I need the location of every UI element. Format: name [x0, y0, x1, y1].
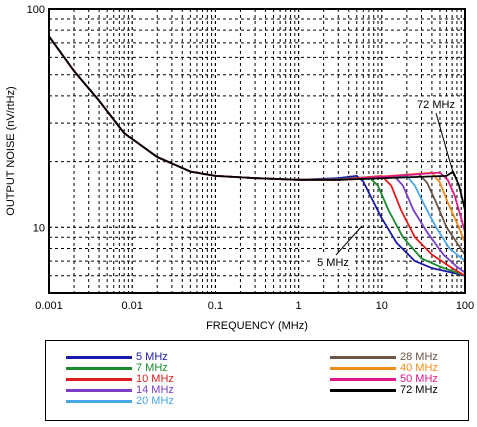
series-line-72-mhz	[48, 35, 466, 211]
legend-item: 7 MHz	[66, 363, 168, 374]
legend-swatch	[66, 356, 132, 359]
legend-swatch	[330, 389, 396, 392]
annotation-5mhz: 5 MHz	[317, 257, 349, 269]
y-tick-label: 100	[27, 4, 45, 16]
x-tick-label: 10	[376, 300, 388, 312]
legend-item: 5 MHz	[66, 352, 168, 363]
series-line-28-mhz	[48, 35, 466, 256]
series-line-10-mhz	[48, 35, 466, 277]
legend-item: 10 MHz	[66, 374, 174, 385]
y-axis-label: OUTPUT NOISE (nV/rtHz)	[5, 86, 17, 215]
series-line-5-mhz	[48, 35, 466, 277]
legend-item: 72 MHz	[330, 385, 438, 396]
legend-label: 20 MHz	[136, 395, 174, 407]
annotation-leader	[335, 225, 363, 256]
legend-label: 7 MHz	[136, 362, 168, 374]
legend-label: 72 MHz	[400, 384, 438, 396]
series-lines	[48, 35, 466, 277]
legend-swatch	[330, 367, 396, 370]
x-tick-label: 1	[296, 300, 302, 312]
legend-label: 50 MHz	[400, 373, 438, 385]
legend-label: 5 MHz	[136, 351, 168, 363]
y-tick-label: 10	[33, 222, 45, 234]
legend-label: 10 MHz	[136, 373, 174, 385]
legend-item: 14 MHz	[66, 385, 174, 396]
annotation-bg	[312, 255, 354, 269]
legend-item: 50 MHz	[330, 374, 438, 385]
legend-item: 20 MHz	[66, 396, 174, 407]
legend-swatch	[66, 378, 132, 381]
plot-frame	[48, 8, 466, 294]
legend-label: 14 MHz	[136, 384, 174, 396]
x-tick-label: 0.01	[121, 300, 142, 312]
legend-swatch	[330, 356, 396, 359]
legend-swatch	[66, 400, 132, 403]
series-line-50-mhz	[48, 35, 466, 233]
legend-item: 28 MHz	[330, 352, 438, 363]
legend-item: 40 MHz	[330, 363, 438, 374]
annotation-72mhz: 72 MHz	[417, 99, 455, 111]
x-tick-label: 0.1	[208, 300, 223, 312]
series-line-7-mhz	[48, 35, 466, 277]
x-tick-label: 0.001	[35, 300, 63, 312]
legend-swatch	[66, 389, 132, 392]
legend-label: 28 MHz	[400, 351, 438, 363]
legend-label: 40 MHz	[400, 362, 438, 374]
tick-labels: 0.001 0.01 0.1 1 10 100 100 10	[27, 4, 475, 312]
x-axis-label: FREQUENCY (MHz)	[206, 320, 308, 332]
legend-swatch	[66, 367, 132, 370]
grid	[49, 9, 465, 293]
legend-swatch	[330, 378, 396, 381]
x-tick-label: 100	[456, 300, 474, 312]
legend: 5 MHz 7 MHz 10 MHz 14 MHz 20 MHz 28 MHz 40 MHz…	[45, 340, 469, 421]
annotations: 72 MHz 5 MHz	[312, 97, 460, 269]
annotation-bg	[412, 97, 460, 111]
annotation-leader	[435, 112, 455, 177]
